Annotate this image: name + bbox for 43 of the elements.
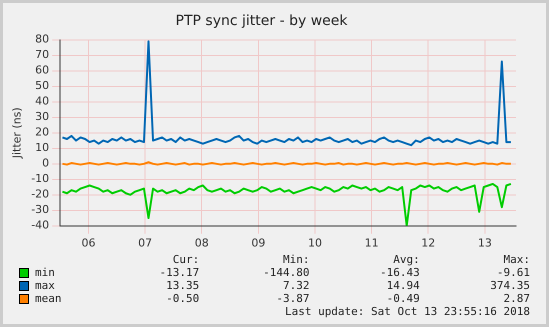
y-tick-label: -40 <box>31 218 50 232</box>
text: Max: <box>502 253 530 266</box>
legend-label: min <box>34 266 56 279</box>
text: Last update: Sat Oct 13 23:55:16 2018 <box>284 305 530 318</box>
y-tick-label: -30 <box>31 203 50 216</box>
text: -0.49 <box>386 292 420 305</box>
text: Cur: <box>172 253 200 266</box>
x-tick-label: 13 <box>478 236 492 250</box>
y-tick-label: -10 <box>31 172 50 186</box>
x-tick-label: 07 <box>138 236 152 250</box>
x-tick-label: 09 <box>251 236 266 250</box>
x-tick-label: 08 <box>194 236 209 250</box>
text: -9.61 <box>496 266 530 279</box>
y-tick-label: 50 <box>35 79 50 92</box>
y-tick-label: 40 <box>35 94 50 108</box>
x-tick-label: 12 <box>421 236 436 250</box>
text: -3.87 <box>275 292 310 305</box>
y-tick-label: -20 <box>31 188 50 201</box>
chart-title: PTP sync jitter - by week <box>176 13 348 30</box>
y-tick-label: 0 <box>42 156 50 170</box>
y-tick-label: 30 <box>35 110 50 124</box>
text: 2.87 <box>502 292 530 305</box>
y-tick-label: 70 <box>35 48 50 62</box>
x-tick-label: 06 <box>81 236 96 250</box>
text: 7.32 <box>282 279 310 292</box>
text: -144.80 <box>262 266 310 279</box>
x-tick-label: 11 <box>364 236 379 250</box>
text: Avg: <box>392 253 420 266</box>
text: 374.35 <box>489 279 530 292</box>
legend-label: max <box>34 279 56 292</box>
x-tick-label: 10 <box>308 236 322 250</box>
y-tick-label: 10 <box>35 141 50 154</box>
text: -0.50 <box>165 292 200 305</box>
text: Min: <box>282 253 310 266</box>
text: -16.43 <box>379 266 420 279</box>
text: -13.17 <box>158 266 200 279</box>
text: 14.94 <box>386 279 420 292</box>
y-tick-label: 80 <box>35 32 50 46</box>
y-tick-label: 60 <box>35 64 50 77</box>
y-tick-label: 20 <box>35 126 50 139</box>
text: 13.35 <box>165 279 200 292</box>
y-axis-title: Jitter (ns) <box>10 107 24 160</box>
legend-label: mean <box>34 292 62 305</box>
